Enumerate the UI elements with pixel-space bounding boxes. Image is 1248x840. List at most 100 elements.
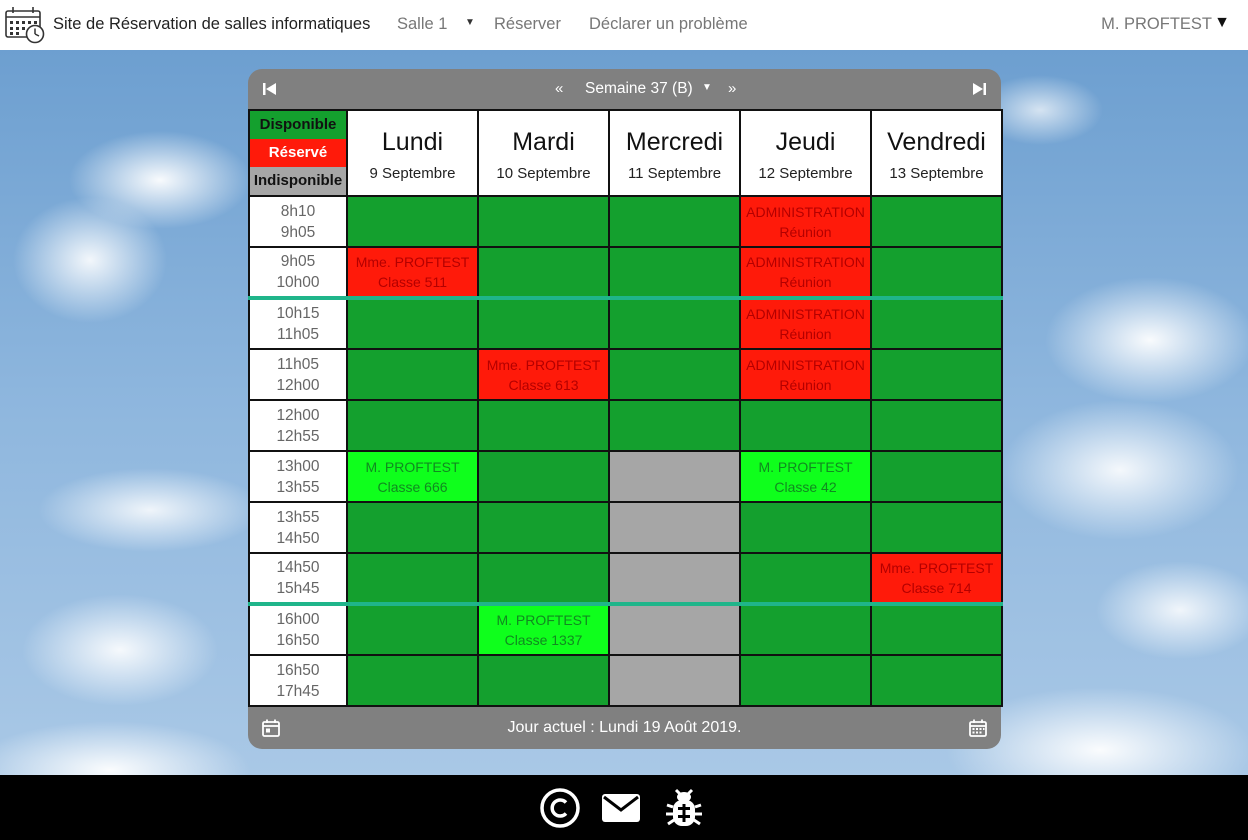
slot-available[interactable] <box>477 246 610 300</box>
slot-available[interactable] <box>477 450 610 503</box>
bug-icon[interactable] <box>663 787 705 829</box>
slot-available[interactable] <box>870 603 1003 656</box>
slot-available[interactable] <box>739 654 872 707</box>
day-date: 12 Septembre <box>758 165 853 182</box>
time-cell: 16h00 16h50 <box>248 603 348 656</box>
legend-available: Disponible <box>251 112 345 139</box>
user-menu[interactable]: M. PROFTEST <box>1101 15 1212 33</box>
slot-available[interactable] <box>739 552 872 606</box>
legend-unavailable: Indisponible <box>251 167 345 194</box>
booking-owner: ADMINISTRATION <box>746 254 865 270</box>
slot-end: 14h50 <box>276 529 320 547</box>
slot-available[interactable] <box>870 501 1003 554</box>
slot-reserved: Mme. PROFTEST Classe 511 <box>346 246 479 300</box>
day-name: Vendredi <box>887 128 986 156</box>
previous-week-button[interactable]: « <box>555 80 564 97</box>
copyright-icon[interactable] <box>539 787 581 829</box>
slot-own-reservation[interactable]: M. PROFTEST Classe 42 <box>739 450 872 503</box>
slot-available[interactable] <box>477 399 610 452</box>
skip-to-last-icon[interactable] <box>971 81 987 97</box>
legend: Disponible Réservé Indisponible <box>248 109 348 197</box>
time-cell: 11h05 12h00 <box>248 348 348 401</box>
week-caret-down-icon[interactable]: ▼ <box>702 82 712 93</box>
booking-owner: ADMINISTRATION <box>746 306 865 322</box>
caret-down-icon[interactable]: ▼ <box>465 17 475 28</box>
planner-panel: « Semaine 37 (B) ▼ » Disponible Réservé … <box>248 69 1003 749</box>
booking-owner: ADMINISTRATION <box>746 203 865 220</box>
slot-end: 15h45 <box>276 580 320 597</box>
day-date: 10 Septembre <box>496 165 591 182</box>
week-select[interactable]: Semaine 37 (B) <box>585 80 693 97</box>
booking-owner: M. PROFTEST <box>365 458 460 475</box>
next-week-button[interactable]: » <box>728 80 737 97</box>
time-cell: 13h55 14h50 <box>248 501 348 554</box>
slot-available[interactable] <box>608 246 741 300</box>
mail-icon[interactable] <box>600 787 642 829</box>
booking-label: Classe 42 <box>774 478 837 495</box>
slot-available[interactable] <box>346 603 479 656</box>
slot-row: 11h05 12h00 Mme. PROFTEST Classe 613 ADMIN… <box>248 348 1003 401</box>
slot-available[interactable] <box>870 348 1003 401</box>
calendar-month-icon[interactable] <box>968 718 988 738</box>
slot-own-reservation[interactable]: M. PROFTEST Classe 666 <box>346 450 479 503</box>
room-select[interactable]: Salle 1 <box>397 15 448 33</box>
calendar-day-icon[interactable] <box>261 718 281 738</box>
time-cell: 8h10 9h05 <box>248 195 348 248</box>
slot-available[interactable] <box>739 399 872 452</box>
day-header-wednesday: Mercredi 11 Septembre <box>608 109 741 197</box>
day-date: 13 Septembre <box>889 165 984 182</box>
slot-available[interactable] <box>870 246 1003 300</box>
time-cell: 13h00 13h55 <box>248 450 348 503</box>
slot-unavailable <box>608 450 741 503</box>
slot-available[interactable] <box>346 552 479 606</box>
calendar-clock-icon[interactable] <box>5 6 45 44</box>
slot-start: 10h15 <box>276 305 320 322</box>
slot-available[interactable] <box>346 501 479 554</box>
day-name: Mardi <box>512 128 575 156</box>
slot-reserved: ADMINISTRATION Réunion <box>739 348 872 401</box>
slot-available[interactable] <box>346 195 479 248</box>
time-cell: 10h15 11h05 <box>248 297 348 350</box>
slot-available[interactable] <box>608 399 741 452</box>
slot-available[interactable] <box>870 654 1003 707</box>
user-caret-down-icon[interactable]: ▼ <box>1214 14 1230 31</box>
slot-available[interactable] <box>346 348 479 401</box>
report-problem-link[interactable]: Déclarer un problème <box>589 15 748 33</box>
slot-end: 10h00 <box>276 274 320 291</box>
site-title[interactable]: Site de Réservation de salles informatiq… <box>53 15 371 33</box>
slot-available[interactable] <box>739 603 872 656</box>
slot-start: 13h55 <box>276 508 320 526</box>
slot-own-reservation[interactable]: M. PROFTEST Classe 1337 <box>477 603 610 656</box>
slot-available[interactable] <box>870 297 1003 350</box>
day-date: 9 Septembre <box>369 165 456 182</box>
slot-available[interactable] <box>870 399 1003 452</box>
slot-available[interactable] <box>608 348 741 401</box>
slot-available[interactable] <box>870 450 1003 503</box>
day-name: Lundi <box>381 128 444 156</box>
slot-start: 16h50 <box>276 661 320 679</box>
slot-available[interactable] <box>739 501 872 554</box>
day-header-thursday: Jeudi 12 Septembre <box>739 109 872 197</box>
slot-available[interactable] <box>477 297 610 350</box>
slot-available[interactable] <box>608 195 741 248</box>
page-footer <box>0 775 1248 840</box>
slot-available[interactable] <box>477 552 610 606</box>
slot-available[interactable] <box>477 654 610 707</box>
slot-row: 10h15 11h05 ADMINISTRATION Réunion <box>248 297 1003 350</box>
reserve-link[interactable]: Réserver <box>494 15 561 33</box>
slot-available[interactable] <box>346 654 479 707</box>
slot-available[interactable] <box>477 501 610 554</box>
slot-start: 13h00 <box>276 457 320 475</box>
slot-available[interactable] <box>477 195 610 248</box>
slot-available[interactable] <box>608 297 741 350</box>
slot-row: 13h55 14h50 <box>248 501 1003 554</box>
slot-row: 16h50 17h45 <box>248 654 1003 707</box>
slot-available[interactable] <box>346 297 479 350</box>
slot-available[interactable] <box>870 195 1003 248</box>
planner-footer: Jour actuel : Lundi 19 Août 2019. <box>248 711 1001 749</box>
slot-available[interactable] <box>346 399 479 452</box>
booking-label: Réunion <box>779 274 832 290</box>
skip-to-first-icon[interactable] <box>262 81 278 97</box>
week-navigation: « Semaine 37 (B) ▼ » <box>248 69 1001 109</box>
booking-label: Réunion <box>779 326 832 342</box>
